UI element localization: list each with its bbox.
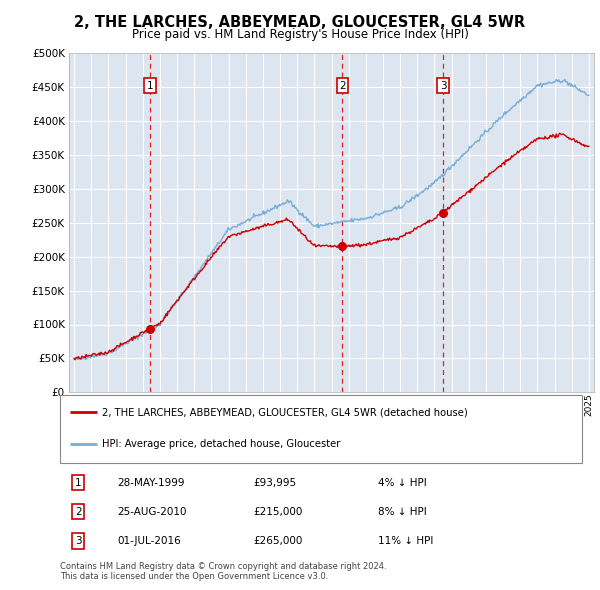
- Text: 3: 3: [75, 536, 82, 546]
- Text: 2, THE LARCHES, ABBEYMEAD, GLOUCESTER, GL4 5WR (detached house): 2, THE LARCHES, ABBEYMEAD, GLOUCESTER, G…: [102, 407, 467, 417]
- Text: 28-MAY-1999: 28-MAY-1999: [118, 477, 185, 487]
- Text: Contains HM Land Registry data © Crown copyright and database right 2024.
This d: Contains HM Land Registry data © Crown c…: [60, 562, 386, 581]
- Text: 2: 2: [75, 507, 82, 517]
- Text: £93,995: £93,995: [253, 477, 296, 487]
- FancyBboxPatch shape: [60, 395, 582, 463]
- Text: 4% ↓ HPI: 4% ↓ HPI: [379, 477, 427, 487]
- Text: £215,000: £215,000: [253, 507, 302, 517]
- Text: £265,000: £265,000: [253, 536, 302, 546]
- Text: 3: 3: [440, 81, 446, 91]
- Text: 8% ↓ HPI: 8% ↓ HPI: [379, 507, 427, 517]
- Text: 1: 1: [146, 81, 153, 91]
- Text: 1: 1: [75, 477, 82, 487]
- Text: Price paid vs. HM Land Registry's House Price Index (HPI): Price paid vs. HM Land Registry's House …: [131, 28, 469, 41]
- Text: 2, THE LARCHES, ABBEYMEAD, GLOUCESTER, GL4 5WR: 2, THE LARCHES, ABBEYMEAD, GLOUCESTER, G…: [74, 15, 526, 30]
- Text: HPI: Average price, detached house, Gloucester: HPI: Average price, detached house, Glou…: [102, 439, 340, 449]
- Text: 01-JUL-2016: 01-JUL-2016: [118, 536, 181, 546]
- Text: 2: 2: [339, 81, 346, 91]
- Text: 11% ↓ HPI: 11% ↓ HPI: [379, 536, 434, 546]
- Text: 25-AUG-2010: 25-AUG-2010: [118, 507, 187, 517]
